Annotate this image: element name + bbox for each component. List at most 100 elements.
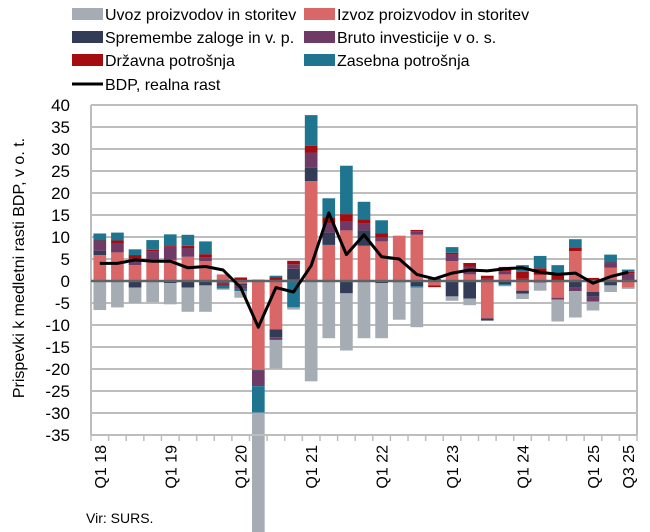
y-axis-label: Prispevki k medletni rasti BDP, v o. t. [11,138,28,398]
bar-exports [428,281,441,286]
legend-swatch-exports [304,8,335,20]
bar-imports [287,307,300,310]
bar-imports [551,299,565,322]
bar-government [128,255,142,259]
bar-inventories [463,281,477,299]
y-tick-label: -35 [45,426,70,445]
bar-exports [93,255,107,281]
legend-swatch-government [72,54,103,66]
bar-government [181,245,195,248]
bar-government [111,240,124,244]
bar-government [428,285,441,288]
bar-private [551,265,565,274]
bar-government [569,248,582,252]
bar-private [93,233,107,241]
x-tick-label: Q1 23 [445,445,462,489]
bar-exports [322,244,336,281]
bar-exports [216,274,230,281]
x-tick-label: Q1 22 [375,445,392,489]
bar-imports [304,281,318,382]
y-tick-label: -25 [45,382,70,401]
bar-exports [463,274,477,281]
bar-inventories [480,318,494,321]
bar-exports [551,281,565,298]
bar-exports [480,281,494,319]
bar-investment [216,282,230,285]
bar-private [569,239,582,248]
bar-exports [586,281,600,292]
bar-imports [146,281,159,303]
bar-exports [498,274,512,281]
x-axis: Q1 18 Q1 19 Q1 20 Q1 21 Q1 22 Q1 23 Q1 24 Q1 25… [90,434,638,489]
bar-investment [410,231,424,235]
bar-government [357,219,371,224]
bar-imports [621,287,635,289]
legend-label-government: Državna potrošnja [105,53,235,70]
bar-government [604,262,617,264]
bar-imports [586,301,600,311]
bar-government [287,260,300,265]
bar-government [445,252,459,255]
bar-inventories [586,292,600,297]
bar-imports [463,298,477,306]
legend-swatch-investment [304,31,335,43]
y-tick-label: -20 [45,360,70,379]
bar-inventories [498,281,512,285]
bar-investment [340,221,353,231]
bar-investment [287,264,300,269]
bar-investment [146,251,159,260]
bar-imports [569,291,582,318]
bar-government [146,249,159,252]
y-tick-label: 20 [51,184,70,203]
bar-investment [551,297,565,300]
x-tick-label: Q1 24 [516,445,533,489]
bar-imports [392,282,406,320]
bar-imports [357,281,371,339]
x-tick-label: Q1 19 [163,445,180,489]
legend-swatch-imports [72,8,103,20]
bar-investment [269,337,283,340]
bar-private [146,240,159,250]
bar-government [322,217,336,224]
bar-private [199,241,212,255]
bar-government [375,233,388,237]
bar-imports [516,293,529,300]
bar-imports [375,283,388,339]
bar-imports [445,296,459,301]
bar-government [199,254,212,258]
bar-exports [410,234,424,281]
bar-exports [128,265,142,281]
bar-private [322,198,336,218]
bar-private [357,201,371,220]
bar-imports [111,281,124,308]
bar-government [93,240,107,242]
bar-imports [251,412,265,532]
bar-investment [498,271,512,275]
bar-imports [234,291,248,298]
bar-exports [146,259,159,281]
bar-government [410,229,424,232]
bar-inventories [287,268,300,280]
source-note: Vir: SURS. [86,510,153,526]
bar-government [586,277,600,281]
bar-exports [199,261,212,281]
bar-investment [163,246,177,260]
legend-label-inventories: Spremembe zaloge in v. p. [105,30,294,47]
bar-inventories [93,250,107,256]
bar-private [251,386,265,413]
bar-imports [340,293,353,351]
bar-inventories [322,232,336,245]
bar-inventories [604,281,617,286]
y-tick-label: 5 [61,250,70,269]
bar-inventories [199,281,212,286]
bar-investment [251,370,265,387]
legend-label-imports: Uvoz proizvodov in storitev [105,7,296,24]
bar-investment [621,273,635,281]
bar-inventories [251,369,265,371]
legend: Uvoz proizvodov in storitev Izvoz proizvo… [72,7,529,94]
bar-imports [322,281,336,339]
y-tick-label: 10 [51,228,70,247]
bar-exports [234,281,248,284]
bar-government [516,271,529,279]
